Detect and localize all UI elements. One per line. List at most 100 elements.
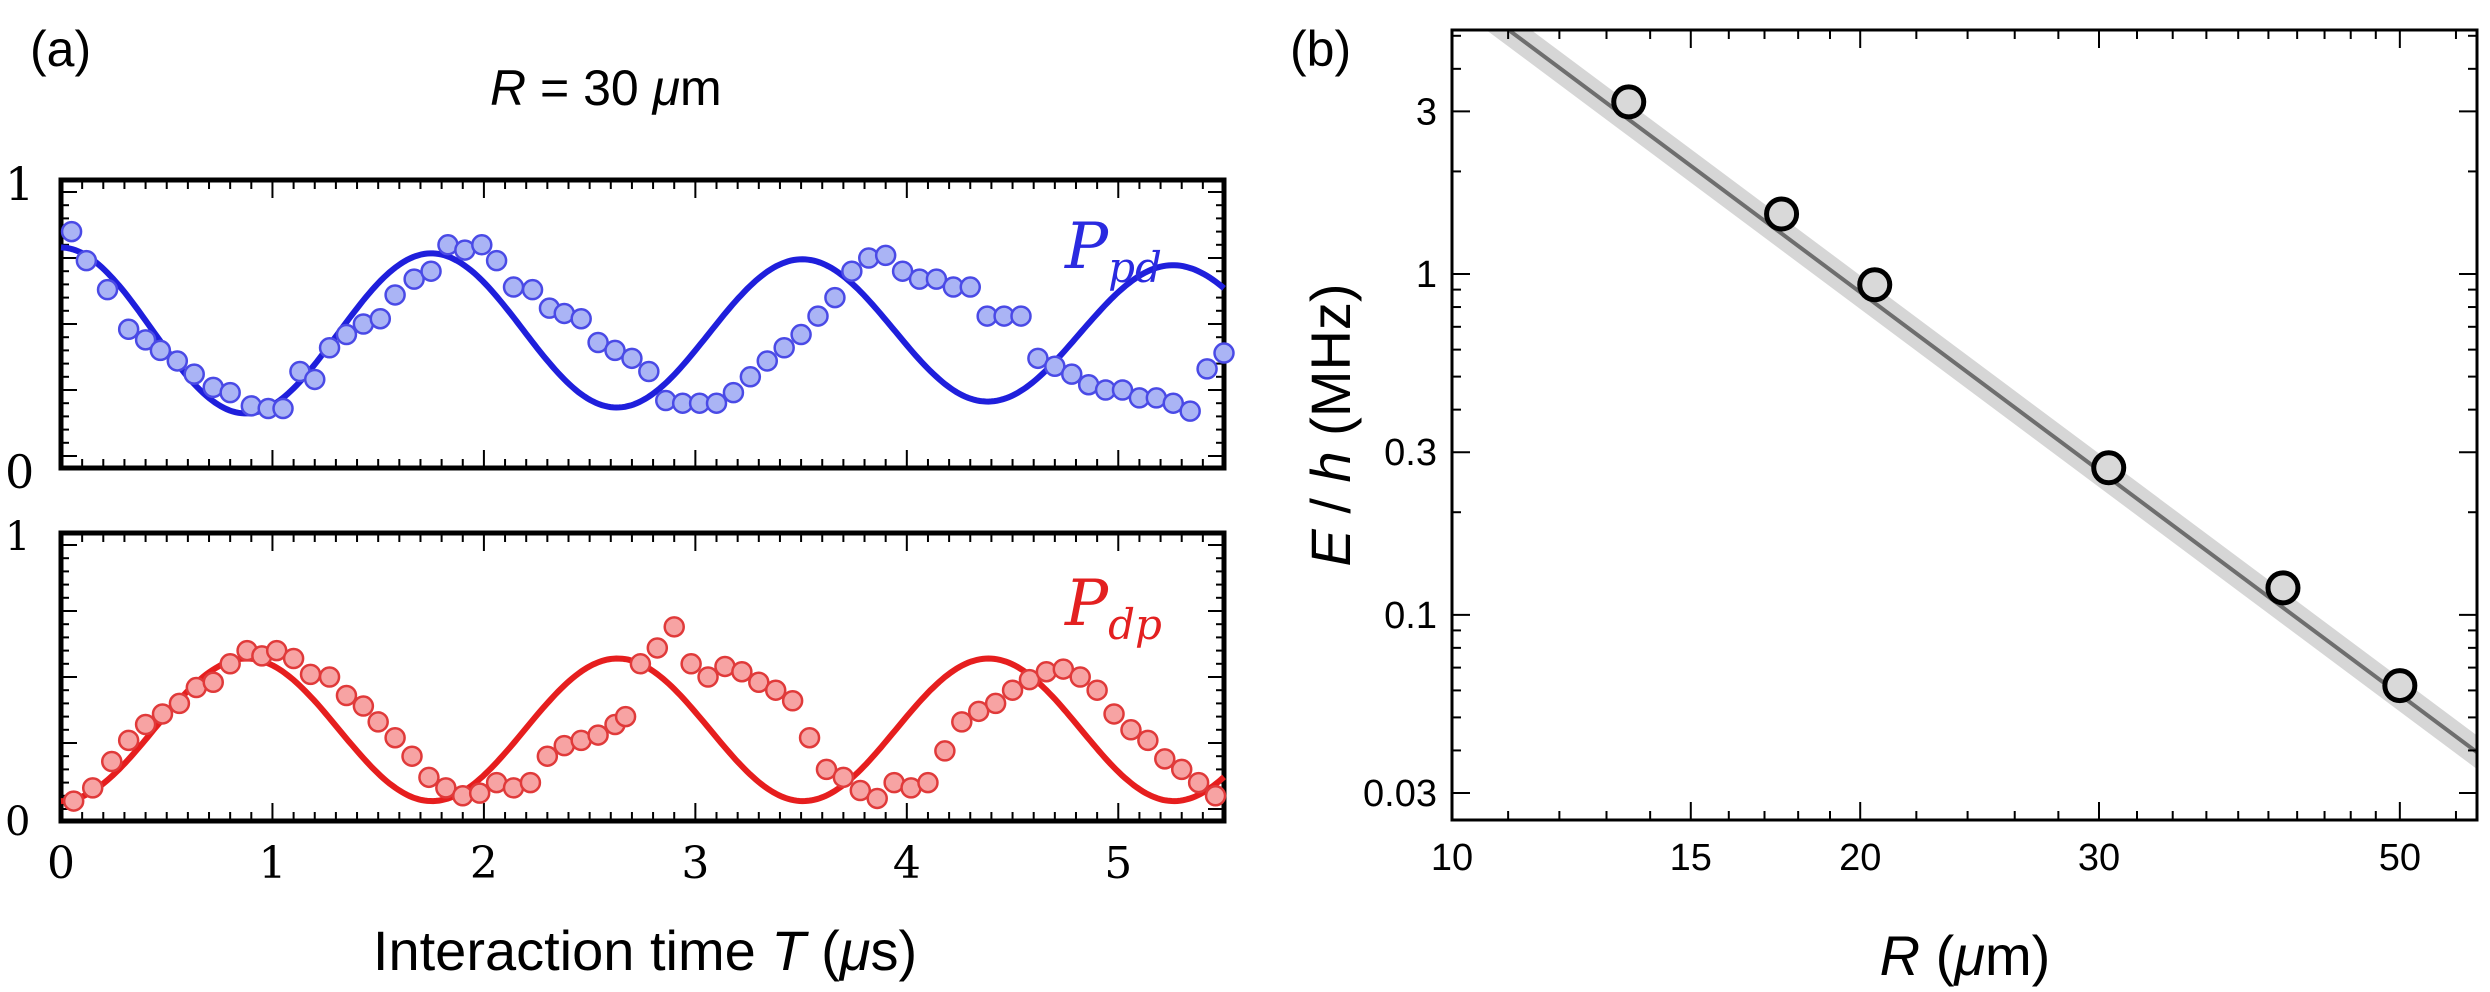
dp-point <box>100 750 123 773</box>
bottom-ytick-1: 1 <box>5 514 30 560</box>
dp-point <box>934 740 956 762</box>
xtick-label: 1 <box>258 838 286 889</box>
dp-point <box>1103 703 1125 725</box>
dp-point <box>1187 771 1210 794</box>
dp-point <box>335 684 358 707</box>
xtick-label: 5 <box>1104 838 1132 889</box>
dp-point <box>731 660 753 683</box>
xtick-label: 20 <box>1839 837 1881 879</box>
dp-point <box>1170 758 1193 781</box>
dp-point <box>282 647 305 670</box>
pd-point <box>722 381 745 404</box>
dp-point <box>384 726 406 749</box>
energy-point <box>2382 668 2418 704</box>
pd-data-points <box>60 220 1235 422</box>
dp-point <box>646 637 669 659</box>
dp-point <box>967 700 990 723</box>
dp-point <box>401 745 423 767</box>
ytick-label: 1 <box>1416 254 1437 296</box>
dp-point <box>849 779 872 802</box>
pd-point <box>1179 400 1201 422</box>
dp-point <box>117 729 140 752</box>
pd-point <box>96 278 119 301</box>
dp-point <box>815 758 838 781</box>
pd-point <box>807 305 829 327</box>
loglog-frame <box>1450 28 2479 822</box>
dp-point <box>866 787 888 810</box>
dp-point <box>748 671 770 694</box>
pd-point <box>183 363 205 385</box>
xtick-label: 10 <box>1431 837 1473 879</box>
pd-point <box>587 331 609 354</box>
dp-series-label: Pdp <box>1064 567 1162 649</box>
loglog-ticks <box>1451 30 2477 820</box>
ytick-label: 0.03 <box>1363 773 1437 815</box>
dp-point <box>1154 748 1176 770</box>
dp-point <box>536 745 559 767</box>
energy-point <box>1857 267 1893 303</box>
pd-point <box>420 260 442 282</box>
pd-point <box>384 284 406 306</box>
dp-point <box>781 690 804 712</box>
pd-point <box>521 278 544 301</box>
xtick-label: 4 <box>893 838 921 889</box>
dp-point <box>1204 785 1227 807</box>
dp-point <box>62 790 85 812</box>
dp-point <box>614 705 637 728</box>
bottom-subplot: 1 0 Pdp 0 1 2 3 4 5 Interaction time T (μs) <box>5 514 1227 982</box>
panel-b-label: (b) <box>1290 21 1351 77</box>
dp-point <box>151 703 174 725</box>
dp-point <box>663 616 685 638</box>
top-ytick-0: 0 <box>5 445 34 499</box>
pd-point <box>403 268 425 290</box>
pd-point <box>149 339 172 362</box>
dp-point <box>1120 719 1142 741</box>
dp-point <box>418 766 440 789</box>
dp-point <box>764 679 787 701</box>
dp-point <box>798 726 821 749</box>
pd-point <box>369 307 392 330</box>
pd-point <box>318 337 341 359</box>
panel-a-xlabel: Interaction time T (μs) <box>373 919 917 982</box>
dp-point <box>299 663 322 686</box>
pd-point <box>1044 355 1066 377</box>
dp-point <box>629 653 652 675</box>
pd-point <box>705 392 728 414</box>
ytick-label: 0.3 <box>1384 432 1437 474</box>
dp-point <box>81 777 104 799</box>
ytick-label: 0.1 <box>1384 595 1437 637</box>
pd-point <box>824 286 846 309</box>
top-ytick-1: 1 <box>5 157 34 211</box>
xtick-label: 15 <box>1670 837 1712 879</box>
dp-point <box>219 653 241 675</box>
pd-point <box>1010 305 1032 327</box>
pd-point <box>739 366 762 388</box>
pd-point <box>1061 363 1083 385</box>
panel-a-title: R = 30 μm <box>490 60 722 116</box>
panel-b-xlabel: R (μm) <box>1880 924 2051 987</box>
dp-point <box>318 666 341 688</box>
pd-point <box>335 323 358 346</box>
dp-point <box>352 695 375 717</box>
dp-point <box>468 782 491 804</box>
dp-point <box>367 711 389 733</box>
energy-point <box>1764 196 1800 232</box>
dp-point <box>202 671 224 694</box>
dp-point <box>1137 729 1159 752</box>
pd-point <box>117 318 140 341</box>
energy-point <box>2091 450 2127 486</box>
pd-point <box>1213 342 1235 364</box>
dp-point <box>1086 679 1108 701</box>
bottom-xtick-labels: 0 1 2 3 4 5 <box>47 838 1132 889</box>
loglog-ytick-labels: 0.03 0.1 0.3 1 3 <box>1363 91 1437 815</box>
pd-point <box>621 347 643 370</box>
dp-point <box>1052 658 1075 680</box>
pd-point <box>502 276 525 298</box>
dp-point <box>832 766 855 789</box>
dp-point <box>134 713 157 736</box>
dp-point <box>1001 679 1024 701</box>
pd-point <box>1162 392 1185 414</box>
pd-point <box>303 368 326 391</box>
bottom-xticks <box>60 533 1225 821</box>
dp-data-points <box>62 616 1227 812</box>
